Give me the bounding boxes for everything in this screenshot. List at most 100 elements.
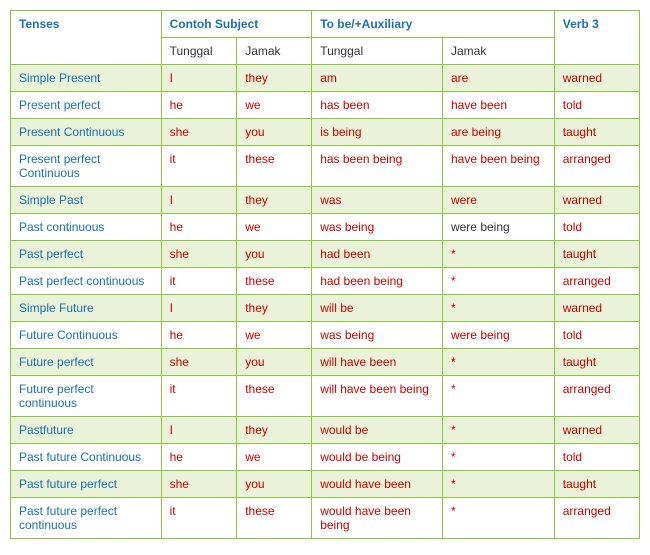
header-subject: Contoh Subject [161,11,312,38]
tense-cell: Past future perfect continuous [11,498,162,539]
tense-cell: Present perfect [11,92,162,119]
subject-jamak-cell: they [237,187,312,214]
aux-tunggal-cell: am [312,65,443,92]
table-row: Past continuoushewewas beingwere beingto… [11,214,640,241]
verb3-cell: warned [554,295,639,322]
tense-cell: Past future Continuous [11,444,162,471]
verb3-cell: told [554,322,639,349]
aux-jamak-cell: * [442,444,554,471]
aux-jamak-cell: were being [442,322,554,349]
aux-jamak-cell: * [442,417,554,444]
subheader-tunggal-2: Tunggal [312,38,443,65]
tense-cell: Simple Past [11,187,162,214]
aux-jamak-cell: were being [442,214,554,241]
subject-tunggal-cell: I [161,187,237,214]
verb3-cell: warned [554,65,639,92]
subject-jamak-cell: these [237,146,312,187]
table-row: Simple PresentItheyamarewarned [11,65,640,92]
verb3-cell: arranged [554,376,639,417]
subject-tunggal-cell: I [161,417,237,444]
aux-tunggal-cell: would be being [312,444,443,471]
verb3-cell: told [554,214,639,241]
subject-jamak-cell: we [237,322,312,349]
subject-jamak-cell: these [237,498,312,539]
subject-jamak-cell: you [237,119,312,146]
tense-cell: Past future perfect [11,471,162,498]
subject-tunggal-cell: it [161,268,237,295]
subject-jamak-cell: they [237,295,312,322]
header-row-1: Tenses Contoh Subject To be/+Auxiliary V… [11,11,640,38]
tense-cell: Simple Future [11,295,162,322]
table-body: Simple PresentItheyamarewarnedPresent pe… [11,65,640,539]
aux-jamak-cell: * [442,241,554,268]
verb3-cell: arranged [554,146,639,187]
subject-tunggal-cell: it [161,498,237,539]
subject-tunggal-cell: he [161,92,237,119]
aux-jamak-cell: * [442,295,554,322]
verb3-cell: taught [554,241,639,268]
verb3-cell: arranged [554,268,639,295]
header-auxiliary: To be/+Auxiliary [312,11,555,38]
aux-tunggal-cell: had been being [312,268,443,295]
table-row: Past future perfectsheyouwould have been… [11,471,640,498]
subject-jamak-cell: you [237,349,312,376]
subject-tunggal-cell: he [161,322,237,349]
aux-tunggal-cell: will be [312,295,443,322]
subject-tunggal-cell: he [161,444,237,471]
aux-jamak-cell: have been being [442,146,554,187]
aux-tunggal-cell: has been being [312,146,443,187]
verb3-cell: taught [554,119,639,146]
subject-tunggal-cell: it [161,146,237,187]
table-row: Past future Continuoushewewould be being… [11,444,640,471]
subject-jamak-cell: we [237,214,312,241]
aux-jamak-cell: are being [442,119,554,146]
aux-jamak-cell: * [442,349,554,376]
aux-tunggal-cell: is being [312,119,443,146]
table-row: Simple PastItheywaswerewarned [11,187,640,214]
table-row: Present Continuoussheyouis beingare bein… [11,119,640,146]
aux-tunggal-cell: will have been being [312,376,443,417]
tense-cell: Past perfect continuous [11,268,162,295]
subject-jamak-cell: you [237,471,312,498]
subheader-jamak-2: Jamak [442,38,554,65]
tense-cell: Pastfuture [11,417,162,444]
aux-tunggal-cell: has been [312,92,443,119]
subject-tunggal-cell: it [161,376,237,417]
verb3-cell: told [554,92,639,119]
tense-cell: Future Continuous [11,322,162,349]
table-row: Simple FutureItheywill be*warned [11,295,640,322]
aux-jamak-cell: * [442,498,554,539]
verb3-cell: taught [554,349,639,376]
verb3-cell: arranged [554,498,639,539]
aux-tunggal-cell: would have been [312,471,443,498]
table-row: Past perfectsheyouhad been*taught [11,241,640,268]
subheader-jamak-1: Jamak [237,38,312,65]
table-row: Past future perfect continuousitthesewou… [11,498,640,539]
verb3-cell: warned [554,417,639,444]
aux-jamak-cell: have been [442,92,554,119]
aux-tunggal-cell: would be [312,417,443,444]
table-row: Past perfect continuousitthesehad been b… [11,268,640,295]
subject-jamak-cell: these [237,376,312,417]
subject-tunggal-cell: she [161,349,237,376]
subject-jamak-cell: you [237,241,312,268]
table-row: PastfutureItheywould be*warned [11,417,640,444]
aux-tunggal-cell: had been [312,241,443,268]
aux-jamak-cell: * [442,376,554,417]
aux-jamak-cell: were [442,187,554,214]
table-row: Future perfectsheyouwill have been*taugh… [11,349,640,376]
subject-tunggal-cell: he [161,214,237,241]
tense-cell: Present perfect Continuous [11,146,162,187]
subject-tunggal-cell: she [161,471,237,498]
aux-tunggal-cell: was being [312,322,443,349]
tense-cell: Future perfect continuous [11,376,162,417]
subject-tunggal-cell: she [161,241,237,268]
header-verb3: Verb 3 [554,11,639,65]
subject-jamak-cell: they [237,65,312,92]
aux-tunggal-cell: was [312,187,443,214]
subject-tunggal-cell: she [161,119,237,146]
table-row: Future Continuoushewewas beingwere being… [11,322,640,349]
aux-jamak-cell: * [442,268,554,295]
verb3-cell: warned [554,187,639,214]
verb3-cell: taught [554,471,639,498]
